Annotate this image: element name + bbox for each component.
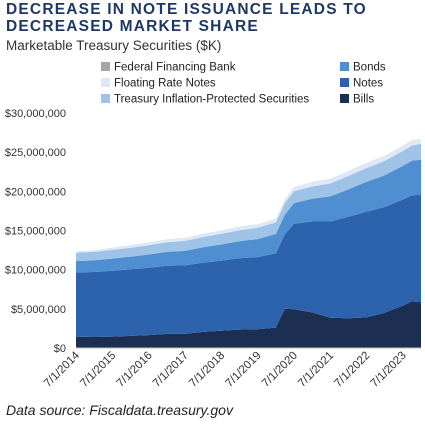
legend-label-bills: Bills bbox=[353, 94, 374, 106]
legend-swatch-federal-financing-bank bbox=[101, 62, 110, 71]
legend: Federal Financing Bank Floating Rate Note… bbox=[101, 62, 386, 106]
legend-swatch-treasury-inflation-protected-securities bbox=[101, 94, 110, 103]
legend-swatch-notes bbox=[340, 78, 349, 87]
x-tick-label: 7/1/2016 bbox=[115, 350, 155, 390]
legend-label-federal-financing-bank: Federal Financing Bank bbox=[114, 62, 236, 74]
legend-label-treasury-inflation-protected-securities: Treasury Inflation-Protected Securities bbox=[114, 94, 309, 106]
x-tick-label: 7/1/2014 bbox=[42, 349, 83, 390]
x-tick-label: 7/1/2018 bbox=[187, 350, 227, 390]
legend-label-floating-rate-notes: Floating Rate Notes bbox=[114, 78, 216, 90]
legend-swatch-bills bbox=[340, 94, 349, 103]
y-tick-label: $5,000,000 bbox=[11, 304, 66, 316]
y-axis-tick-labels: $0 $5,000,000 $10,000,000 $15,000,000 $20,00… bbox=[5, 108, 66, 355]
area-series-group bbox=[76, 138, 421, 348]
y-tick-label: $0 bbox=[54, 343, 66, 355]
y-tick-label: $30,000,000 bbox=[5, 108, 66, 120]
x-tick-label: 7/1/2023 bbox=[369, 350, 409, 390]
area-bills bbox=[76, 301, 421, 348]
area-treasury-inflation-protected-securities bbox=[76, 143, 421, 262]
chart-title: DECREASE IN NOTE ISSUANCE LEADS TO DECRE… bbox=[6, 1, 367, 35]
x-axis-tick-labels: 7/1/20147/1/20157/1/20167/1/20177/1/2018… bbox=[42, 349, 409, 390]
x-tick-label: 7/1/2015 bbox=[78, 350, 118, 390]
x-tick-label: 7/1/2017 bbox=[151, 350, 191, 390]
area-bonds bbox=[76, 159, 421, 273]
x-tick-label: 7/1/2019 bbox=[223, 350, 263, 390]
area-notes bbox=[76, 194, 421, 337]
y-tick-label: $15,000,000 bbox=[5, 226, 66, 238]
data-source-note: Data source: Fiscaldata.treasury.gov bbox=[6, 402, 233, 418]
y-tick-label: $25,000,000 bbox=[5, 147, 66, 159]
x-tick-label: 7/1/2020 bbox=[260, 350, 300, 390]
chart-subtitle: Marketable Treasury Securities ($K) bbox=[6, 38, 222, 53]
legend-swatch-floating-rate-notes bbox=[101, 78, 110, 87]
legend-swatch-bonds bbox=[340, 62, 349, 71]
x-tick-label: 7/1/2022 bbox=[332, 350, 372, 390]
legend-label-notes: Notes bbox=[353, 78, 383, 90]
legend-label-bonds: Bonds bbox=[353, 62, 386, 74]
y-tick-label: $10,000,000 bbox=[5, 265, 66, 277]
y-tick-label: $20,000,000 bbox=[5, 186, 66, 198]
x-tick-label: 7/1/2021 bbox=[296, 350, 336, 390]
